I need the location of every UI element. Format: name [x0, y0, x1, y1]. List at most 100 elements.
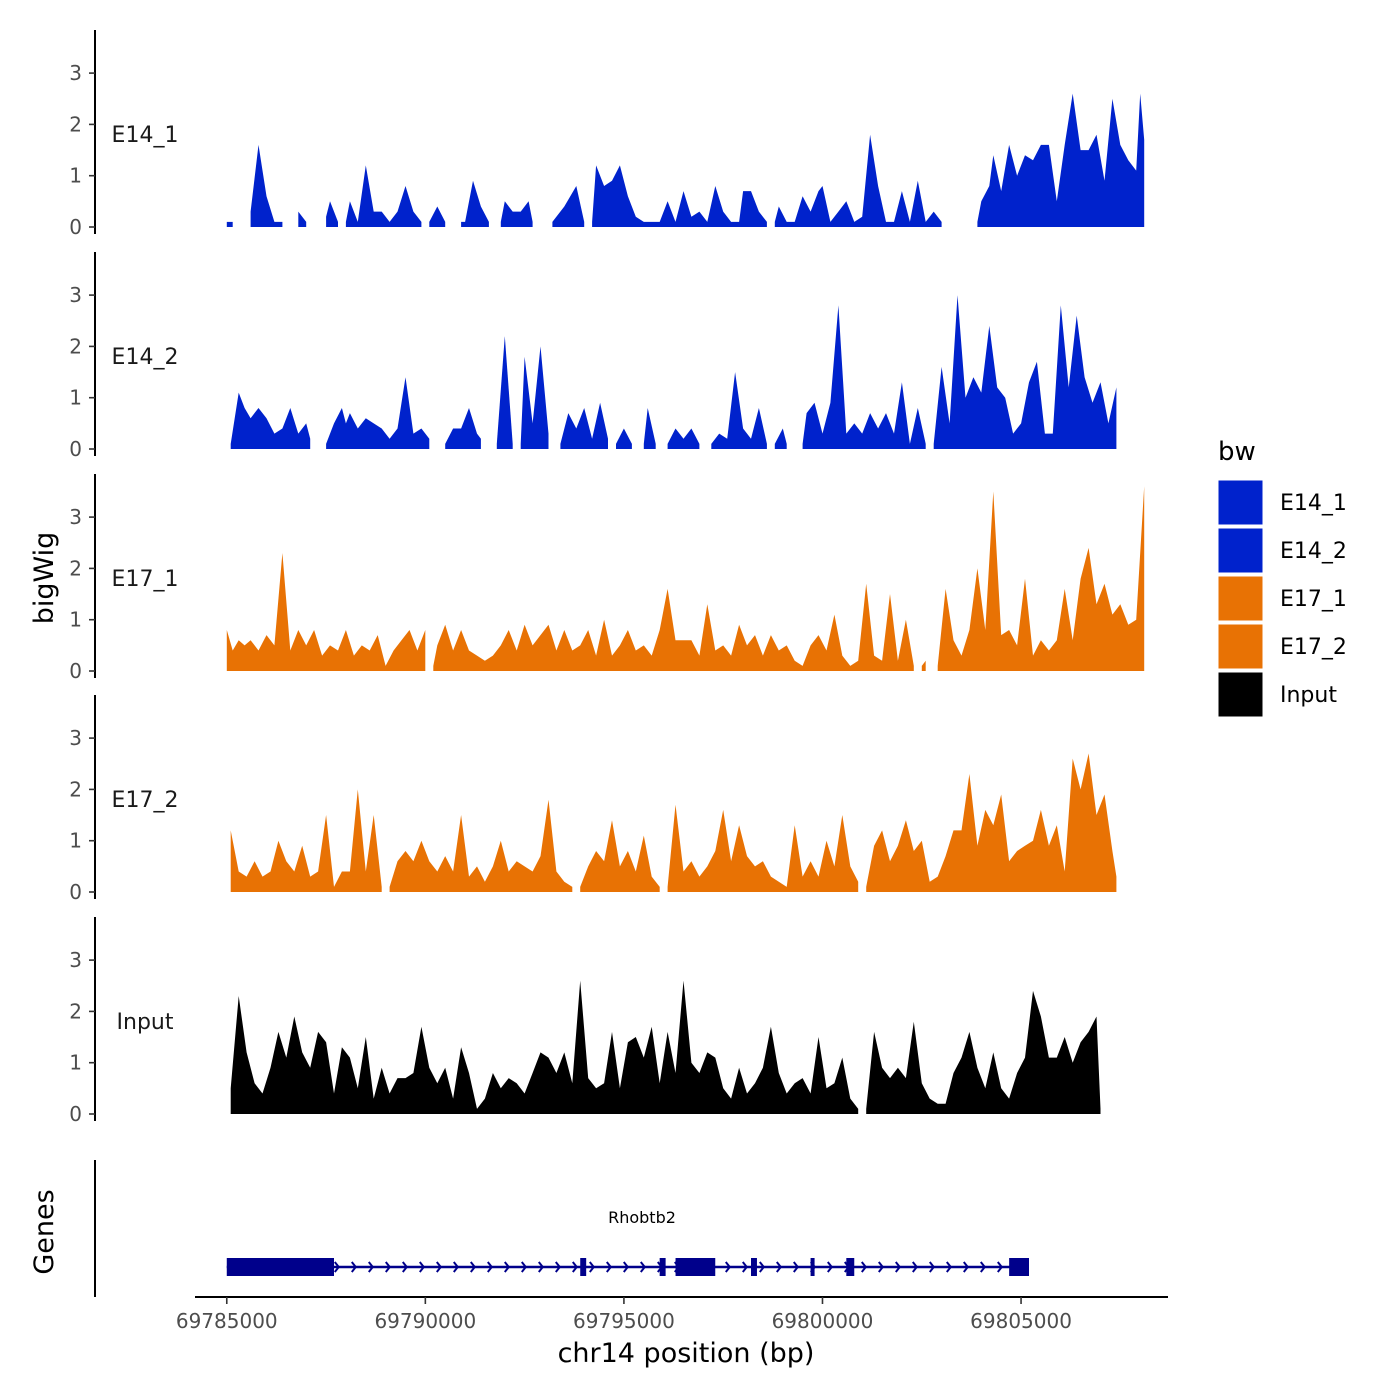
track-label: E14_2: [112, 345, 179, 370]
strand-arrow: [877, 1261, 885, 1273]
strand-arrow: [792, 1261, 800, 1273]
area-e14_1: [345, 165, 422, 227]
gene-rhobtb2: Rhobtb2: [226, 1208, 1029, 1276]
area-e14_2: [520, 346, 549, 449]
y-tick-label: 2: [69, 777, 82, 801]
strand-arrow: [333, 1261, 341, 1273]
legend-swatch: [1217, 623, 1264, 670]
track-e14_2: 0 1 2 3 E14_2: [69, 252, 1117, 461]
area-e14_1: [298, 211, 307, 227]
strand-arrow: [979, 1261, 987, 1273]
track-input: 0 1 2 3 Input: [69, 917, 1101, 1126]
y-tick-label: 3: [69, 283, 82, 307]
area-e14_2: [616, 428, 632, 449]
strand-arrow: [758, 1261, 766, 1273]
gene-exon: [1009, 1258, 1029, 1276]
area-e14_1: [774, 134, 942, 227]
gene-exon: [580, 1258, 587, 1276]
strand-arrow: [826, 1261, 834, 1273]
legend-swatch: [1217, 575, 1264, 622]
y-tick-label: 1: [69, 386, 82, 410]
area-e17_2: [667, 804, 859, 892]
strand-arrow: [860, 1261, 868, 1273]
y-tick-label: 1: [69, 164, 82, 188]
gene-exon: [810, 1258, 815, 1276]
area-e14_1: [552, 186, 585, 227]
strand-arrow: [605, 1261, 613, 1273]
legend-swatch: [1217, 527, 1264, 574]
track-label: E17_1: [112, 567, 179, 592]
area-e14_2: [445, 408, 481, 449]
bigwig-tracks: 0 1 2 3 E14_1 0 1 2 3 E14_2 0 1 2 3 E17_1 0 1 2 3 E17_2 0 1 2 3…: [69, 30, 1145, 1126]
y-tick-label: 3: [69, 948, 82, 972]
y-tick-label: 0: [69, 1102, 82, 1126]
y-tick-label: 2: [69, 334, 82, 358]
area-input: [866, 990, 1101, 1114]
y-tick-label: 1: [69, 1051, 82, 1075]
y-tick-label: 1: [69, 608, 82, 632]
area-e14_1: [429, 206, 446, 227]
area-e14_2: [774, 428, 787, 449]
strand-arrow: [741, 1261, 749, 1273]
y-tick-label: 0: [69, 437, 82, 461]
legend-item: Input: [1217, 671, 1337, 718]
strand-arrow: [639, 1261, 647, 1273]
y-tick-label: 1: [69, 829, 82, 853]
area-e14_2: [326, 377, 430, 449]
legend-swatch: [1217, 671, 1264, 718]
strand-arrow: [384, 1261, 392, 1273]
area-e14_1: [500, 201, 533, 227]
area-e17_1: [921, 660, 926, 671]
area-e17_2: [230, 789, 382, 892]
y-tick-label: 0: [69, 215, 82, 239]
y-tick-label: 2: [69, 112, 82, 136]
x-tick-label: 69800000: [772, 1309, 874, 1333]
y-tick-label: 3: [69, 505, 82, 529]
track-e17_1: 0 1 2 3 E17_1: [69, 474, 1145, 683]
legend-label: E17_1: [1280, 587, 1347, 612]
legend-label: E14_1: [1280, 491, 1347, 516]
area-e14_2: [933, 295, 1117, 449]
area-e14_2: [560, 402, 608, 449]
legend-item: E14_1: [1217, 479, 1347, 526]
legend-label: E17_2: [1280, 635, 1347, 660]
strand-arrow: [435, 1261, 443, 1273]
x-tick-label: 69785000: [176, 1309, 278, 1333]
legend-item: E17_1: [1217, 575, 1347, 622]
y-tick-label: 2: [69, 999, 82, 1023]
area-input: [230, 980, 859, 1114]
y-tick-label: 3: [69, 726, 82, 750]
x-tick-label: 69805000: [970, 1309, 1072, 1333]
track-label: E17_2: [112, 788, 179, 813]
legend-label: Input: [1280, 683, 1337, 708]
gene-exon: [659, 1258, 666, 1276]
x-tick-label: 69790000: [374, 1309, 476, 1333]
strand-arrow: [554, 1261, 562, 1273]
x-axis-title: chr14 position (bp): [558, 1338, 815, 1369]
y-tick-label: 0: [69, 659, 82, 683]
strand-arrow: [401, 1261, 409, 1273]
track-e14_1: 0 1 2 3 E14_1: [69, 30, 1145, 239]
strand-arrow: [962, 1261, 970, 1273]
strand-arrow: [469, 1261, 477, 1273]
legend-swatch: [1217, 479, 1264, 526]
strand-arrow: [928, 1261, 936, 1273]
strand-arrow: [622, 1261, 630, 1273]
legend-label: E14_2: [1280, 539, 1347, 564]
y-tick-label: 3: [69, 61, 82, 85]
x-axis: 69785000 69790000 69795000 69800000 69805000: [176, 1296, 1168, 1333]
strand-arrow: [911, 1261, 919, 1273]
area-e17_2: [389, 799, 573, 892]
y-axis-title: bigWig: [29, 532, 60, 625]
strand-arrow: [418, 1261, 426, 1273]
strand-arrow: [571, 1261, 579, 1273]
gene-track: Rhobtb2: [94, 1160, 1029, 1297]
area-e14_2: [230, 392, 311, 449]
strand-arrow: [724, 1261, 732, 1273]
area-e17_2: [866, 753, 1117, 892]
strand-arrow: [520, 1261, 528, 1273]
area-e14_2: [802, 305, 926, 449]
y-tick-label: 0: [69, 880, 82, 904]
area-e14_2: [711, 372, 767, 449]
